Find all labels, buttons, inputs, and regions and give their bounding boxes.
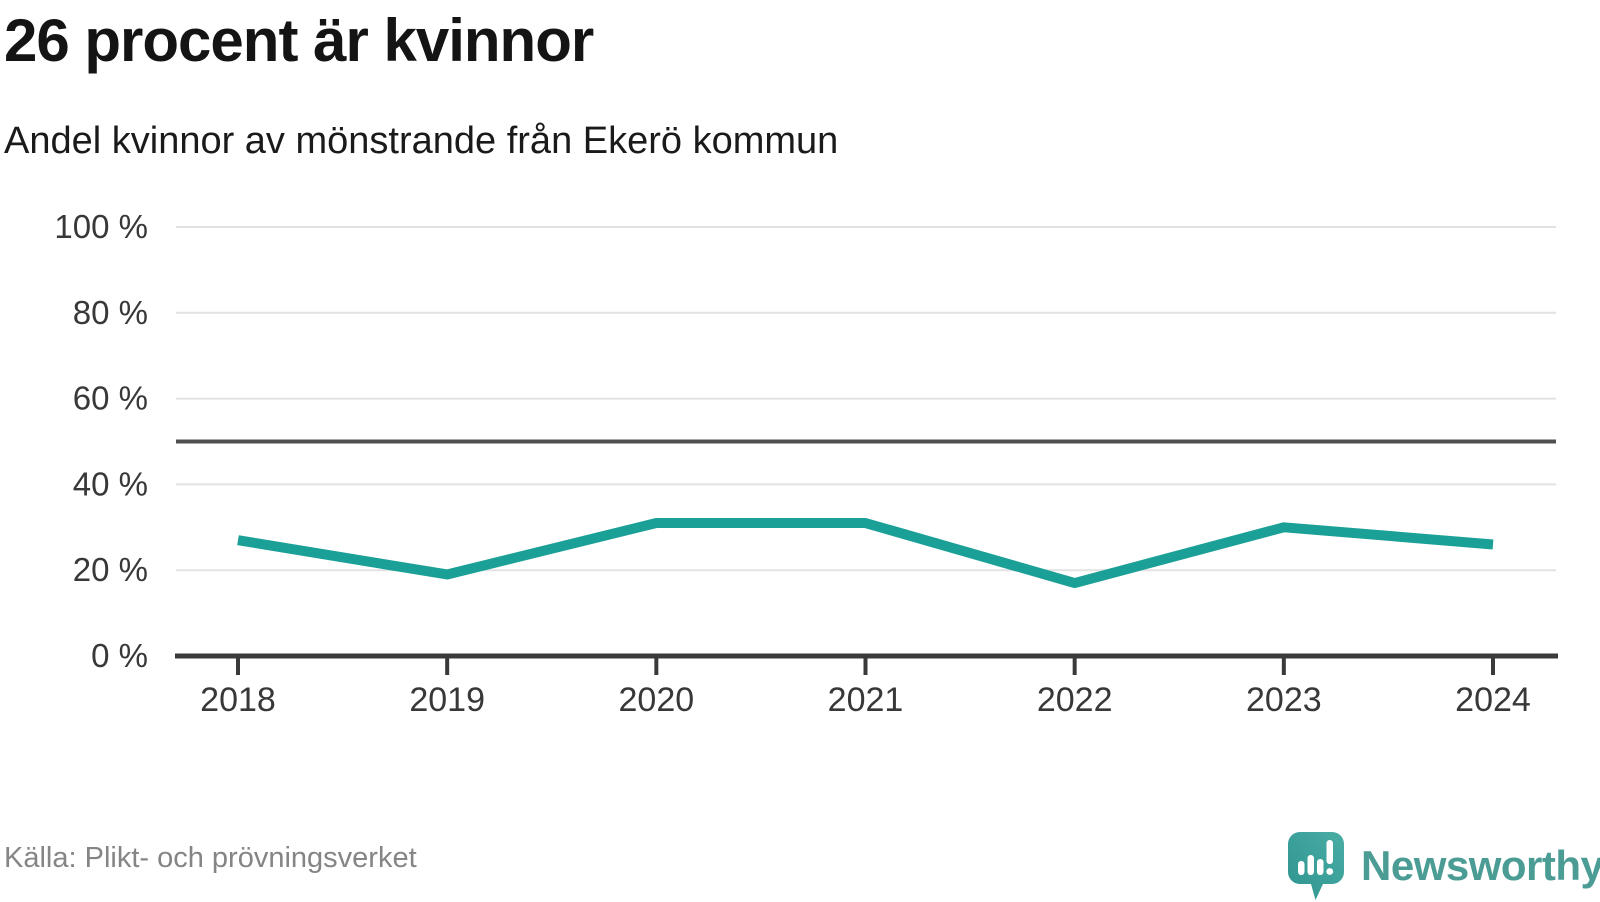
source-note: Källa: Plikt- och prövningsverket [4, 842, 417, 874]
x-axis-tick-label: 2022 [1037, 681, 1113, 719]
x-axis-tick-label: 2020 [619, 681, 695, 719]
newsworthy-wordmark: Newsworthy [1361, 842, 1600, 889]
x-axis-tick-label: 2018 [200, 681, 276, 719]
logo-bar-3 [1317, 859, 1324, 875]
line-chart: 0 % 20 % 40 % 60 % 80 % 100 % 2018 2019 2020 2021… [0, 180, 1600, 740]
logo-bar-2 [1307, 855, 1314, 875]
line-chart-canvas: 0 % 20 % 40 % 60 % 80 % 100 % 2018 2019 2020 2021… [54, 208, 1558, 719]
logo-exclamation-dot [1326, 868, 1334, 875]
newsworthy-speech-bubble-icon [1288, 832, 1344, 900]
page-title: 26 procent är kvinnor [4, 7, 594, 74]
logo-exclamation-stroke [1326, 840, 1333, 864]
y-axis-tick-label: 60 % [73, 380, 148, 417]
data-line [237, 518, 1494, 589]
x-axis-tick-label: 2019 [409, 681, 485, 719]
y-axis-tick-label: 40 % [73, 465, 148, 502]
chart-subtitle: Andel kvinnor av mönstrande från Ekerö k… [4, 120, 839, 162]
newsworthy-logo: Newsworthy [1286, 830, 1600, 902]
y-axis-tick-label: 80 % [73, 294, 148, 331]
y-axis-tick-label: 20 % [73, 551, 148, 588]
y-axis-tick-label: 0 % [91, 637, 148, 674]
logo-bar-1 [1298, 861, 1305, 875]
y-axis-tick-label: 100 % [54, 208, 148, 245]
x-axis-tick-label: 2021 [828, 681, 904, 719]
x-axis-tick-label: 2023 [1246, 681, 1322, 719]
x-axis-tick-label: 2024 [1455, 681, 1531, 719]
